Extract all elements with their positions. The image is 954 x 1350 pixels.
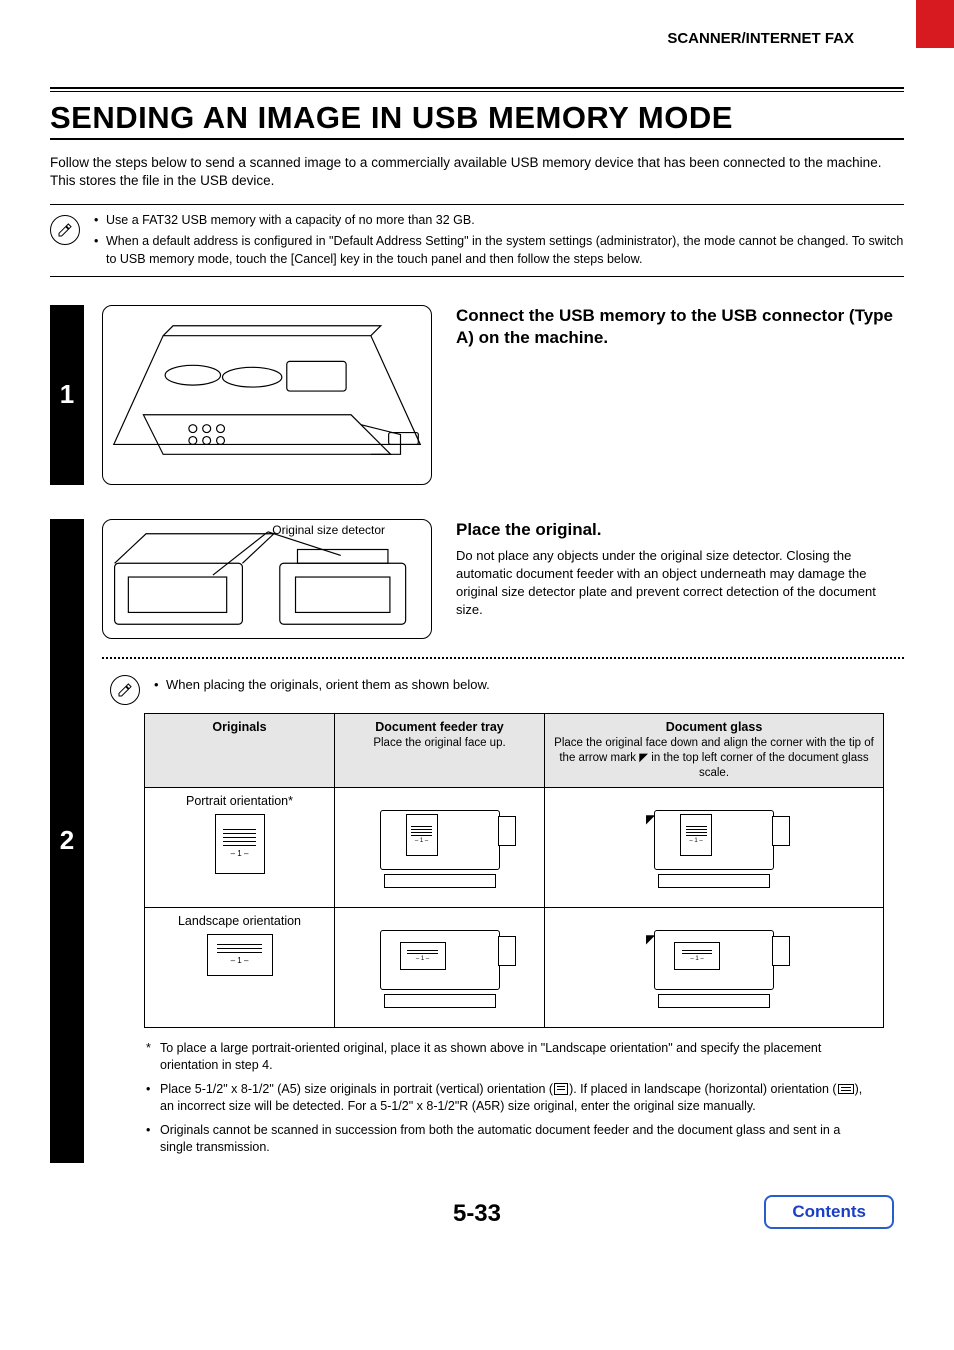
page-footer: 5-33 Contents xyxy=(50,1189,904,1239)
step-1-illustration xyxy=(102,305,432,485)
step-1-heading: Connect the USB memory to the USB connec… xyxy=(456,305,904,349)
step-2-body: Do not place any objects under the origi… xyxy=(456,547,904,620)
table-row: Landscape orientation – 1 – – 1 – xyxy=(145,907,884,1027)
pencil-icon xyxy=(110,675,140,705)
detector-callout-label: Original size detector xyxy=(272,524,385,537)
mini-page-portrait-icon: – 1 – xyxy=(215,814,265,874)
dotted-divider xyxy=(102,657,904,659)
top-note-box: Use a FAT32 USB memory with a capacity o… xyxy=(50,204,904,276)
portrait-orientation-icon xyxy=(554,1083,568,1095)
step-2: 2 Original size detector xyxy=(50,519,904,1163)
footnotes: To place a large portrait-oriented origi… xyxy=(144,1040,874,1157)
cell-portrait-label: Portrait orientation* – 1 – xyxy=(145,787,335,907)
section-header: SCANNER/INTERNET FAX xyxy=(50,30,904,47)
title-rule xyxy=(50,87,904,92)
page-container: SCANNER/INTERNET FAX SENDING AN IMAGE IN… xyxy=(0,0,954,1259)
page-number: 5-33 xyxy=(453,1200,501,1228)
orientation-table: Originals Document feeder tray Place the… xyxy=(144,713,884,1028)
title-underline xyxy=(50,138,904,140)
top-note-item: When a default address is configured in … xyxy=(94,232,904,268)
footnote-star: To place a large portrait-oriented origi… xyxy=(144,1040,874,1075)
footnote-a5: Place 5-1/2" x 8-1/2" (A5) size original… xyxy=(144,1081,874,1116)
mini-page-landscape-icon: – 1 – xyxy=(207,934,273,976)
table-header-feeder: Document feeder tray Place the original … xyxy=(335,713,545,787)
cell-feeder-portrait: – 1 – xyxy=(335,787,545,907)
page-title: SENDING AN IMAGE IN USB MEMORY MODE xyxy=(50,96,904,138)
step-1: 1 xyxy=(50,305,904,485)
cell-glass-landscape: ◤ – 1 – xyxy=(545,907,884,1027)
cell-glass-portrait: ◤ – 1 – xyxy=(545,787,884,907)
step-number: 2 xyxy=(50,519,84,1163)
pencil-icon xyxy=(50,215,80,245)
cell-feeder-landscape: – 1 – xyxy=(335,907,545,1027)
landscape-orientation-icon xyxy=(838,1084,854,1094)
top-note-list: Use a FAT32 USB memory with a capacity o… xyxy=(94,211,904,269)
section-color-tab xyxy=(916,0,954,48)
table-header-glass: Document glass Place the original face d… xyxy=(545,713,884,787)
cell-landscape-label: Landscape orientation – 1 – xyxy=(145,907,335,1027)
step-2-subnote: When placing the originals, orient them … xyxy=(102,671,904,705)
table-header-originals: Originals xyxy=(145,713,335,787)
step-2-heading: Place the original. xyxy=(456,519,904,541)
step-2-illustration: Original size detector xyxy=(102,519,432,639)
intro-text: Follow the steps below to send a scanned… xyxy=(50,154,904,190)
table-row: Portrait orientation* – 1 – – 1 – xyxy=(145,787,884,907)
contents-button[interactable]: Contents xyxy=(764,1195,894,1229)
step-2-subnote-text: When placing the originals, orient them … xyxy=(154,671,490,692)
top-note-item: Use a FAT32 USB memory with a capacity o… xyxy=(94,211,904,229)
step-number: 1 xyxy=(50,305,84,485)
footnote-succession: Originals cannot be scanned in successio… xyxy=(144,1122,874,1157)
